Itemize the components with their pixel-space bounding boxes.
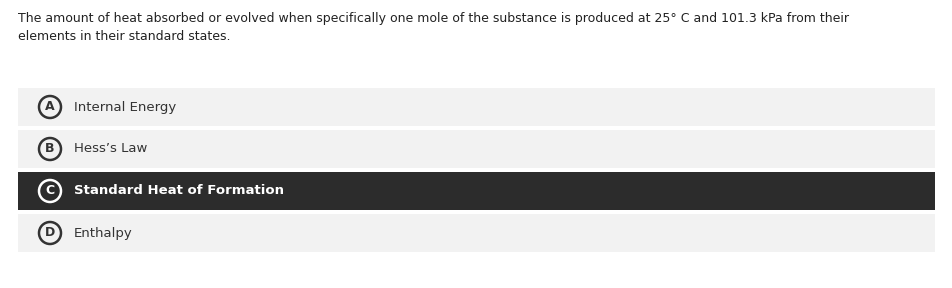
Text: Standard Heat of Formation: Standard Heat of Formation xyxy=(74,185,284,198)
Text: D: D xyxy=(45,226,55,240)
Text: B: B xyxy=(45,143,54,156)
Text: The amount of heat absorbed or evolved when specifically one mole of the substan: The amount of heat absorbed or evolved w… xyxy=(18,12,848,25)
Text: A: A xyxy=(45,101,55,113)
Circle shape xyxy=(39,96,61,118)
FancyBboxPatch shape xyxy=(18,214,934,252)
FancyBboxPatch shape xyxy=(18,88,934,126)
Text: Internal Energy: Internal Energy xyxy=(74,101,176,113)
Text: Enthalpy: Enthalpy xyxy=(74,226,132,240)
Circle shape xyxy=(39,180,61,202)
Circle shape xyxy=(39,138,61,160)
Text: elements in their standard states.: elements in their standard states. xyxy=(18,30,230,43)
Circle shape xyxy=(39,222,61,244)
FancyBboxPatch shape xyxy=(18,130,934,168)
FancyBboxPatch shape xyxy=(18,172,934,210)
Text: C: C xyxy=(46,185,54,198)
Text: Hess’s Law: Hess’s Law xyxy=(74,143,148,156)
